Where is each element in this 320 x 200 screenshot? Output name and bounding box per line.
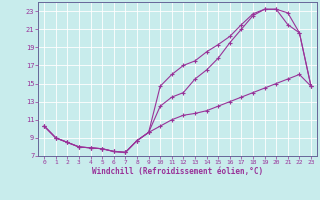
X-axis label: Windchill (Refroidissement éolien,°C): Windchill (Refroidissement éolien,°C) [92, 167, 263, 176]
